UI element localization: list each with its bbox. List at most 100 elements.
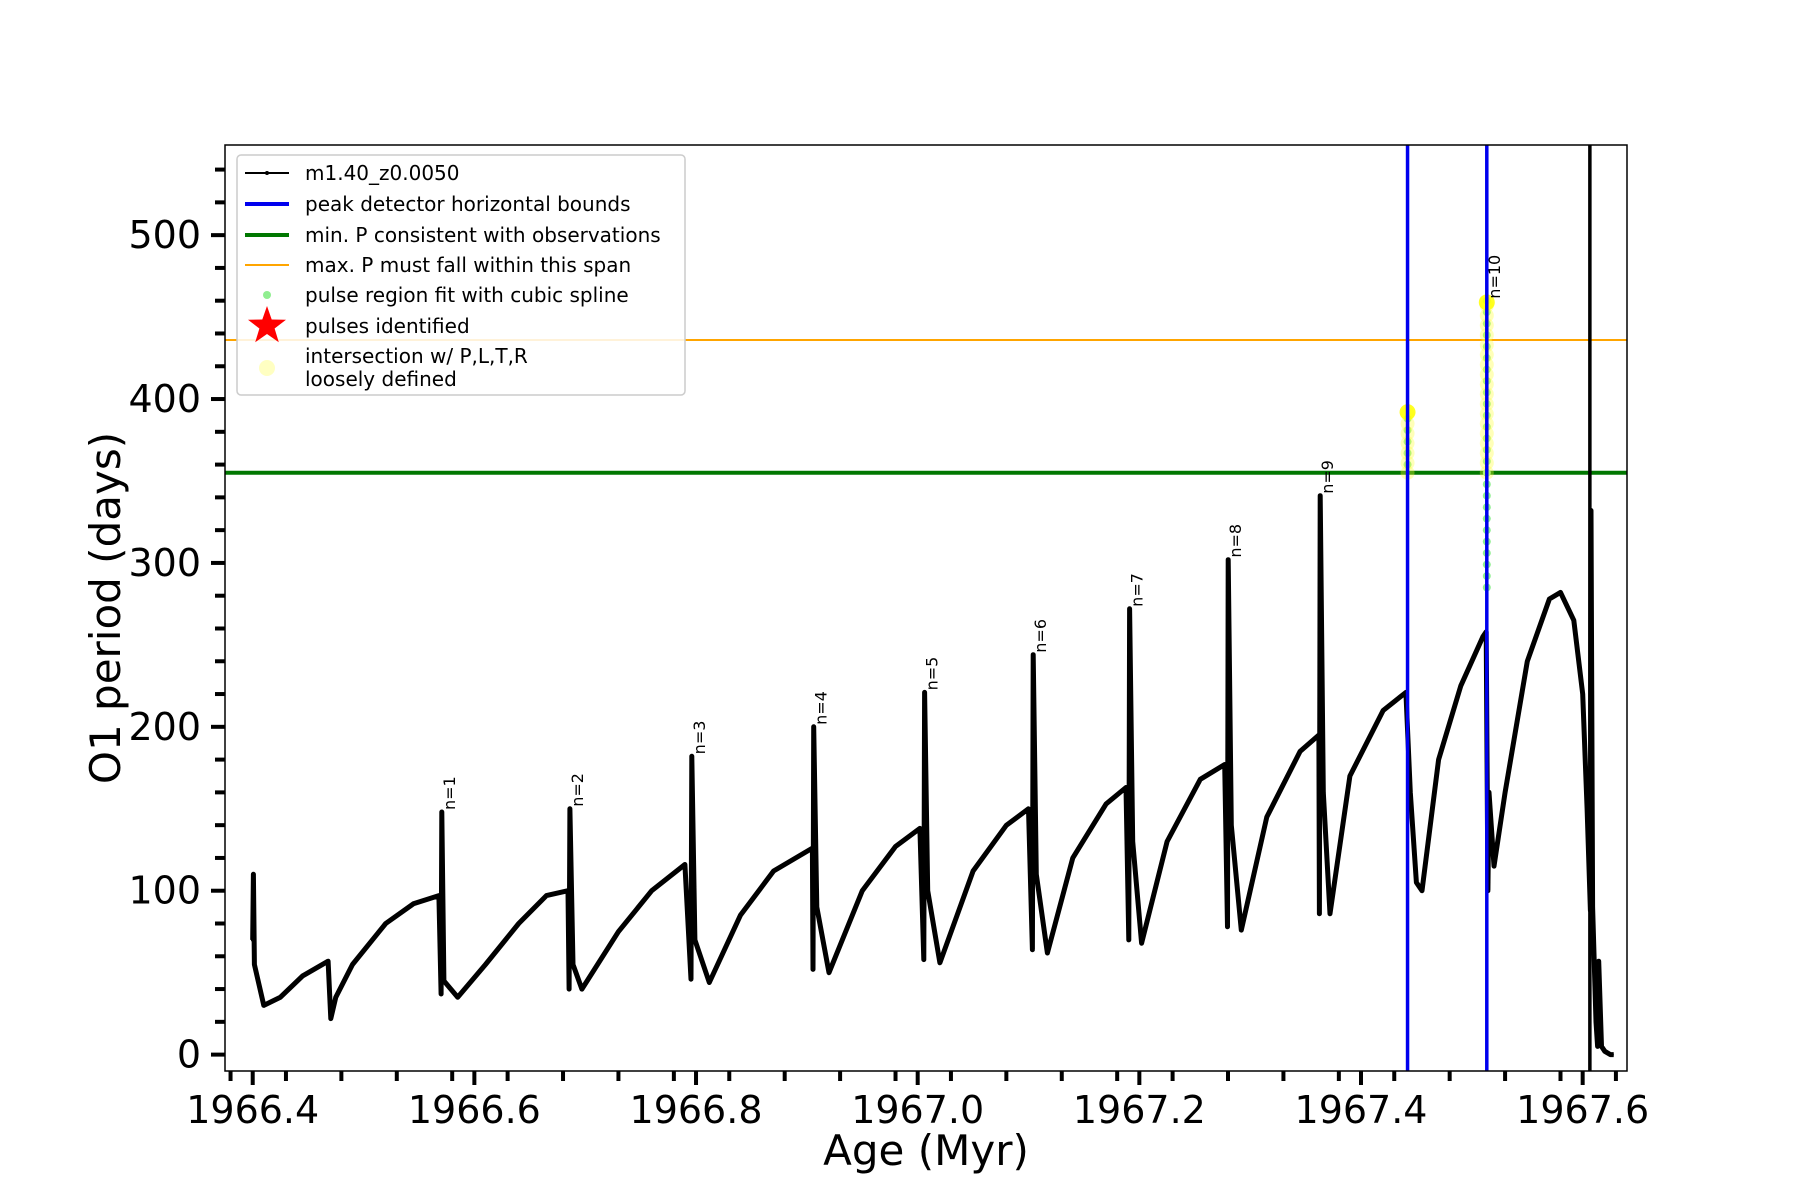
data-point bbox=[1434, 772, 1439, 777]
data-point bbox=[690, 784, 695, 788]
data-point bbox=[1523, 674, 1527, 678]
data-point bbox=[1243, 908, 1248, 913]
data-point bbox=[691, 858, 696, 863]
data-point bbox=[1590, 905, 1595, 909]
data-point bbox=[1495, 839, 1500, 844]
data-point bbox=[1280, 784, 1285, 789]
data-point bbox=[1317, 867, 1322, 871]
data-point bbox=[1239, 928, 1244, 932]
data-point bbox=[1124, 806, 1129, 810]
data-point bbox=[691, 819, 695, 823]
y-tick-label: 500 bbox=[128, 213, 201, 257]
data-point bbox=[814, 890, 819, 894]
data-point bbox=[845, 925, 850, 929]
data-point bbox=[1585, 802, 1589, 806]
data-point bbox=[440, 869, 445, 874]
y-tick-label: 400 bbox=[128, 377, 201, 421]
data-point bbox=[1321, 765, 1325, 769]
data-point bbox=[326, 964, 331, 969]
data-point bbox=[348, 967, 352, 971]
data-point bbox=[560, 890, 565, 894]
data-point bbox=[1030, 862, 1035, 867]
data-point bbox=[924, 774, 928, 779]
data-point bbox=[925, 844, 929, 848]
data-point bbox=[1139, 941, 1144, 945]
data-point bbox=[1573, 633, 1578, 637]
data-point bbox=[1226, 567, 1231, 572]
data-point bbox=[1325, 861, 1329, 865]
data-point bbox=[1053, 922, 1057, 927]
data-point bbox=[977, 860, 981, 865]
data-point bbox=[817, 920, 822, 924]
data-point bbox=[1410, 825, 1415, 830]
data-point bbox=[1518, 703, 1522, 707]
data-point bbox=[1583, 757, 1587, 761]
legend-item-7-label-2: loosely defined bbox=[305, 367, 457, 391]
data-point bbox=[1502, 795, 1507, 800]
data-point bbox=[1030, 842, 1035, 847]
data-point bbox=[1469, 661, 1473, 666]
data-point bbox=[252, 922, 256, 927]
data-point bbox=[1073, 852, 1078, 856]
data-point bbox=[849, 916, 853, 920]
data-point bbox=[437, 908, 442, 913]
data-point bbox=[931, 922, 936, 927]
data-point bbox=[492, 951, 497, 956]
data-point bbox=[1361, 748, 1365, 752]
data-point bbox=[1227, 628, 1231, 632]
data-point bbox=[439, 966, 444, 971]
data-point bbox=[693, 938, 697, 942]
data-point bbox=[1325, 856, 1329, 860]
data-point bbox=[922, 826, 926, 831]
data-point bbox=[1153, 888, 1157, 892]
data-point bbox=[1131, 849, 1136, 854]
data-point bbox=[649, 888, 654, 893]
data-point bbox=[1069, 860, 1074, 865]
data-point bbox=[1417, 884, 1421, 889]
data-point bbox=[1129, 735, 1134, 740]
data-point bbox=[1519, 693, 1524, 698]
data-point bbox=[441, 954, 446, 958]
data-point bbox=[1030, 947, 1035, 952]
data-point bbox=[1027, 837, 1032, 841]
data-point bbox=[926, 893, 931, 898]
data-point bbox=[1551, 595, 1555, 599]
data-point bbox=[914, 829, 918, 834]
data-point bbox=[1032, 702, 1036, 707]
data-point bbox=[1313, 736, 1317, 741]
data-point bbox=[646, 892, 651, 897]
data-point bbox=[1127, 797, 1131, 802]
data-point bbox=[1101, 806, 1106, 810]
data-point bbox=[1030, 937, 1035, 942]
data-point bbox=[1590, 900, 1595, 904]
data-point bbox=[1067, 870, 1071, 874]
data-point bbox=[1138, 921, 1142, 925]
data-point bbox=[1128, 636, 1132, 641]
data-point bbox=[1372, 726, 1377, 730]
data-point bbox=[1597, 964, 1601, 968]
pulse-label-6: n=6 bbox=[1031, 619, 1050, 653]
data-point bbox=[1412, 850, 1417, 855]
data-point bbox=[1059, 898, 1064, 903]
data-point bbox=[1127, 782, 1131, 787]
data-point bbox=[813, 840, 818, 844]
data-point bbox=[507, 932, 512, 937]
data-point bbox=[918, 831, 922, 836]
data-point bbox=[582, 983, 587, 987]
data-point bbox=[919, 882, 924, 886]
data-point bbox=[1577, 662, 1581, 667]
data-point bbox=[1518, 698, 1523, 702]
data-point bbox=[1104, 802, 1108, 806]
data-point bbox=[690, 804, 695, 808]
data-point bbox=[922, 700, 927, 705]
data-point bbox=[722, 949, 726, 953]
data-point bbox=[925, 879, 930, 883]
data-point bbox=[580, 987, 584, 991]
data-point bbox=[730, 931, 734, 935]
data-point bbox=[329, 1016, 333, 1021]
data-point bbox=[1317, 862, 1322, 866]
data-point bbox=[251, 902, 256, 907]
data-point bbox=[1583, 747, 1587, 751]
data-point bbox=[1427, 828, 1432, 832]
data-point bbox=[1328, 906, 1333, 911]
